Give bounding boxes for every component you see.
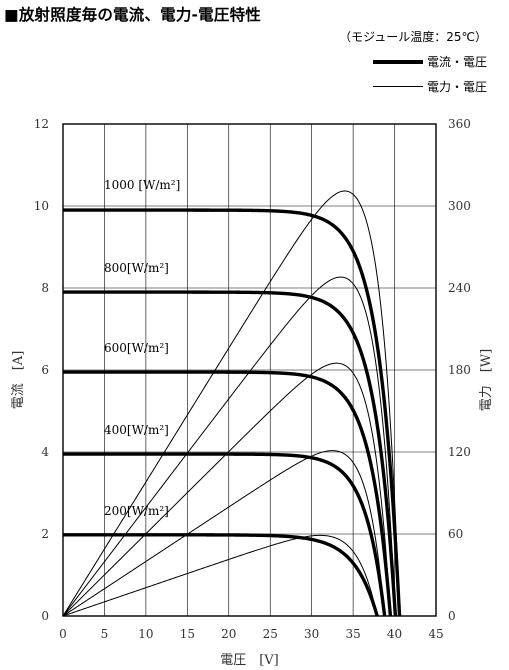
current-curve xyxy=(63,370,393,617)
y2-tick-label: 60 xyxy=(448,527,463,541)
y-tick-label: 0 xyxy=(41,609,49,623)
x-tick-label: 20 xyxy=(221,627,236,641)
x-tick-label: 0 xyxy=(59,627,67,641)
y-tick-label: 4 xyxy=(41,445,49,459)
x-tick-label: 10 xyxy=(138,627,153,641)
y2-tick-label: 360 xyxy=(448,117,471,131)
current-curve xyxy=(63,290,398,617)
legend-current-label: 電流・電圧 xyxy=(426,55,487,69)
current-curve xyxy=(63,452,387,617)
y2-tick-label: 300 xyxy=(448,199,471,213)
legend-power-label: 電力・電圧 xyxy=(426,80,487,94)
y2-tick-label: 240 xyxy=(448,281,471,295)
irradiance-label: 400[W/m²] xyxy=(104,423,169,437)
temperature-note: （モジュール温度：25℃） xyxy=(339,30,487,44)
current-curve xyxy=(63,208,402,617)
y2-axis-title: 電力 [W] xyxy=(479,349,494,412)
irradiance-label: 1000 [W/m²] xyxy=(104,178,180,192)
y2-tick-label: 180 xyxy=(448,363,471,377)
x-tick-label: 45 xyxy=(428,627,443,641)
y2-tick-label: 0 xyxy=(448,609,456,623)
y-tick-label: 2 xyxy=(41,527,49,541)
x-tick-label: 35 xyxy=(345,627,360,641)
y-tick-label: 12 xyxy=(34,117,49,131)
x-tick-label: 40 xyxy=(387,627,402,641)
x-tick-label: 15 xyxy=(180,627,195,641)
x-tick-label: 25 xyxy=(263,627,278,641)
plot-frame xyxy=(62,123,437,617)
irradiance-label: 600[W/m²] xyxy=(104,341,169,355)
page-title: ■放射照度毎の電流、電力-電圧特性 xyxy=(4,6,261,24)
legend-power-line xyxy=(372,85,423,88)
power-curve xyxy=(62,190,401,617)
power-curve xyxy=(62,276,396,617)
x-axis-title: 電圧 [V] xyxy=(220,653,279,668)
legend-power: 電力・電圧 xyxy=(372,78,487,95)
current-curve xyxy=(63,533,379,617)
power-curve xyxy=(62,534,378,617)
power-curve xyxy=(62,450,386,617)
y-tick-label: 6 xyxy=(41,363,49,377)
y-tick-label: 8 xyxy=(41,281,49,295)
y-tick-label: 10 xyxy=(34,199,49,213)
x-tick-label: 30 xyxy=(304,627,319,641)
irradiance-label: 200[W/m²] xyxy=(104,504,169,518)
legend-current: 電流・電圧 xyxy=(372,53,487,70)
irradiance-label: 800[W/m²] xyxy=(104,261,169,275)
legend-current-line xyxy=(372,59,423,64)
y-axis-title: 電流 [A] xyxy=(11,351,26,410)
y2-tick-label: 120 xyxy=(448,445,471,459)
x-tick-label: 5 xyxy=(101,627,109,641)
